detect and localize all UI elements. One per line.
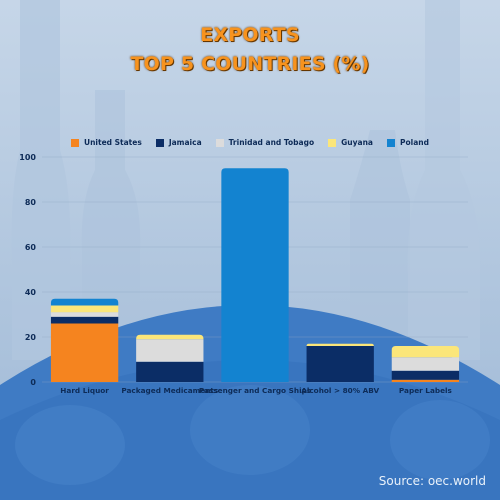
x-tick-label: Paper Labels (399, 386, 452, 395)
bar-segment (136, 334, 204, 340)
bar-segment (136, 339, 204, 362)
legend-label: Jamaica (168, 138, 202, 147)
x-tick-label: Packaged Medicaments (121, 386, 218, 395)
bar-segment (50, 305, 119, 313)
y-tick-label: 0 (30, 378, 36, 387)
bar-segment (306, 346, 374, 382)
legend-swatch (215, 138, 224, 147)
y-tick-label: 80 (25, 198, 37, 207)
y-tick-label: 60 (25, 243, 37, 252)
x-tick-label: Hard Liquor (60, 386, 109, 395)
legend-item: Poland (387, 138, 429, 147)
x-tick-label: Alcohol > 80% ABV (301, 386, 379, 395)
legend-swatch (155, 138, 164, 147)
bar-segment (136, 361, 204, 382)
legend-swatch (328, 138, 337, 147)
y-tick-label: 40 (25, 288, 37, 297)
x-tick-label: Passenger and Cargo Ships (199, 386, 311, 395)
chart-title-line-1: EXPORTS (200, 24, 300, 46)
bar-segment (306, 343, 374, 346)
chart-legend: United States Jamaica Trinidad and Tobago G… (0, 138, 500, 147)
legend-label: Poland (400, 138, 429, 147)
bar-segment (50, 316, 119, 324)
legend-item: United States (70, 138, 142, 147)
y-tick-label: 100 (19, 153, 36, 162)
legend-swatch (387, 138, 395, 147)
bar-segment (50, 298, 119, 306)
bar-segment (50, 323, 119, 382)
bar-segment (221, 168, 289, 382)
legend-item: Jamaica (155, 138, 202, 147)
chart-title-line-2: TOP 5 COUNTRIES (%) (130, 53, 370, 75)
legend-label: Trinidad and Tobago (228, 138, 315, 147)
legend-item: Trinidad and Tobago (215, 138, 315, 147)
legend-item: Guyana (328, 138, 373, 147)
bar-segment (391, 346, 460, 358)
bar-segment (391, 357, 460, 371)
source-credit: Source: oec.world (378, 474, 486, 488)
y-tick-label: 20 (25, 333, 37, 342)
legend-label: Guyana (341, 138, 373, 147)
bar-segment (50, 312, 119, 317)
bar-segment (391, 379, 460, 382)
bar-segment (391, 370, 460, 380)
legend-swatch (70, 138, 79, 147)
legend-label: United States (83, 138, 142, 147)
